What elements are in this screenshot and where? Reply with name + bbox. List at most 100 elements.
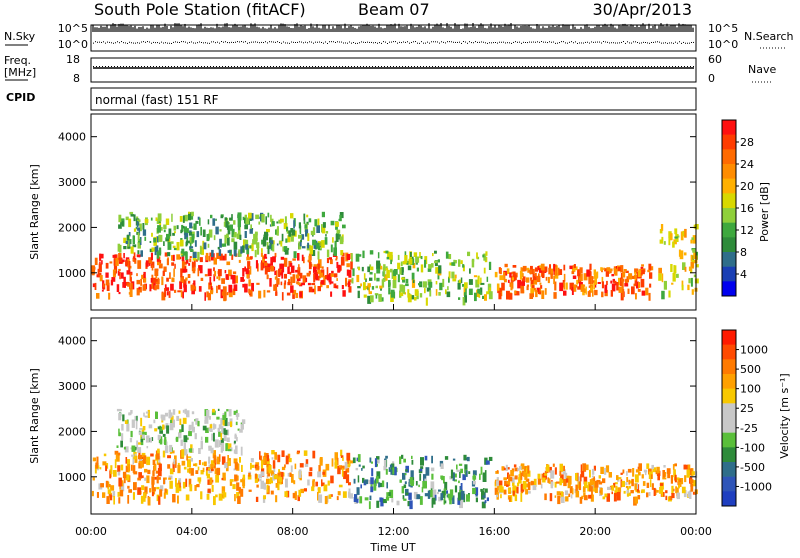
echo-cell: [240, 446, 243, 456]
echo-cell: [571, 271, 575, 275]
nave-dot: [438, 66, 439, 67]
echo-cell: [126, 270, 131, 275]
echo-cell: [165, 287, 170, 291]
echo-cell: [665, 490, 668, 494]
echo-cell: [156, 236, 159, 243]
echo-cell: [346, 263, 350, 268]
echo-cell: [403, 458, 406, 463]
nsearch-dot: [263, 42, 264, 44]
echo-cell: [215, 474, 219, 483]
nsearch-dot: [253, 41, 254, 43]
echo-cell: [224, 417, 228, 427]
echo-cell: [584, 495, 588, 501]
echo-cell: [607, 466, 609, 473]
nsearch-dot: [129, 41, 130, 43]
echo-cell: [190, 284, 195, 289]
echo-cell: [460, 483, 463, 491]
echo-cell: [375, 476, 379, 484]
echo-cell: [308, 261, 312, 270]
echo-cell: [593, 465, 596, 471]
nave-dot: [159, 66, 160, 67]
echo-cell: [578, 476, 581, 485]
echo-cell: [451, 262, 455, 266]
echo-cell: [672, 464, 675, 470]
echo-cell: [300, 488, 304, 494]
echo-cell: [362, 477, 365, 483]
echo-cell: [92, 457, 96, 462]
echo-cell: [356, 274, 360, 283]
nsearch-dot: [643, 41, 644, 43]
echo-cell: [626, 276, 629, 283]
echo-cell: [306, 272, 311, 277]
echo-cell: [520, 285, 525, 294]
echo-cell: [300, 239, 302, 243]
echo-cell: [227, 225, 231, 235]
echo-cell: [348, 488, 351, 492]
echo-cell: [263, 482, 266, 490]
echo-cell: [668, 237, 671, 246]
echo-cell: [323, 484, 328, 492]
echo-cell: [445, 251, 449, 259]
nave-dot: [669, 66, 670, 67]
echo-cell: [191, 289, 195, 295]
echo-cell: [137, 219, 141, 223]
echo-cell: [233, 440, 236, 444]
nsearch-dot: [179, 41, 180, 43]
echo-cell: [463, 454, 467, 461]
echo-cell: [201, 462, 204, 466]
nsearch-dot: [489, 42, 490, 44]
echo-cell: [590, 494, 594, 502]
nave-dot: [477, 66, 478, 67]
nave-dot: [237, 66, 238, 67]
echo-cell: [362, 250, 365, 259]
echo-cell: [228, 460, 231, 466]
echo-cell: [326, 495, 329, 503]
nsearch-dot: [377, 42, 378, 44]
echo-cell: [152, 459, 156, 465]
echo-cell: [565, 496, 569, 502]
velocity-ylabel: Slant Range [km]: [28, 368, 41, 464]
echo-cell: [242, 216, 245, 221]
echo-cell: [115, 257, 119, 266]
echo-cell: [466, 494, 470, 502]
nave-dot: [165, 66, 166, 67]
echo-cell: [533, 280, 538, 285]
nsearch-dot: [599, 41, 600, 43]
echo-cell: [626, 477, 629, 483]
nave-dot: [549, 66, 550, 67]
echo-cell: [138, 460, 142, 464]
echo-cell: [640, 266, 644, 271]
echo-cell: [142, 223, 145, 230]
echo-cell: [517, 482, 520, 487]
echo-cell: [693, 274, 697, 278]
echo-cell: [187, 274, 191, 278]
echo-cell: [248, 489, 252, 492]
nave-dot: [528, 66, 529, 67]
nave-dot: [264, 66, 265, 67]
echo-cell: [598, 475, 601, 479]
echo-cell: [548, 478, 551, 484]
echo-cell: [460, 468, 463, 474]
echo-cell: [454, 485, 458, 493]
cpid-label: CPID: [6, 91, 35, 104]
echo-cell: [224, 270, 227, 274]
echo-cell: [663, 241, 666, 245]
echo-cell: [488, 291, 493, 300]
echo-cell: [154, 476, 157, 480]
echo-cell: [187, 456, 192, 459]
echo-cell: [168, 477, 171, 480]
nave-dot: [501, 66, 502, 67]
echo-cell: [444, 500, 447, 504]
echo-cell: [513, 464, 517, 468]
echo-cell: [674, 236, 678, 239]
echo-cell: [174, 455, 177, 461]
echo-cell: [339, 465, 342, 468]
echo-cell: [143, 431, 147, 435]
echo-cell: [384, 274, 388, 281]
echo-cell: [534, 287, 536, 292]
x-tick-label: 00:00: [680, 525, 712, 538]
echo-cell: [624, 283, 627, 287]
echo-cell: [438, 496, 443, 502]
echo-cell: [460, 277, 463, 284]
echo-cell: [199, 217, 201, 226]
